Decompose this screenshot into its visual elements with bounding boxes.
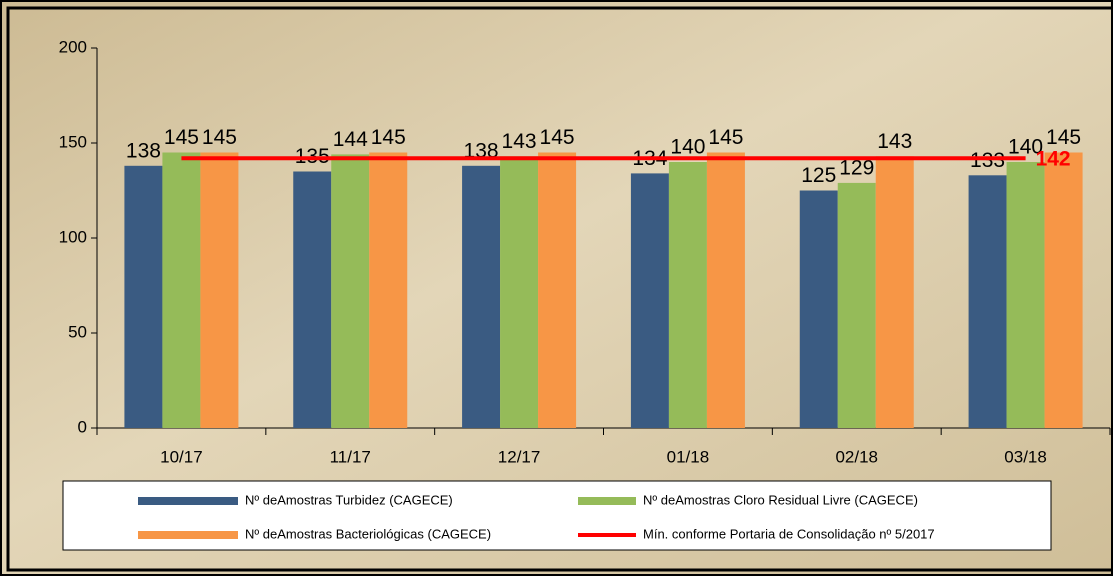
bar [500, 156, 539, 429]
bar [630, 173, 669, 428]
bar [293, 171, 332, 428]
data-label: 140 [1008, 136, 1043, 159]
y-tick-label: 200 [59, 37, 87, 56]
legend-label: Nº deAmostras Turbidez (CAGECE) [245, 492, 453, 507]
legend-swatch [578, 497, 636, 505]
bar [200, 152, 239, 428]
data-label: 145 [164, 126, 199, 149]
data-label: 138 [126, 139, 161, 162]
data-label: 142 [1036, 148, 1071, 171]
bar [968, 175, 1007, 428]
y-tick-label: 0 [78, 417, 87, 436]
bar [799, 190, 838, 428]
data-label: 145 [371, 126, 406, 149]
x-tick-label: 02/18 [835, 447, 878, 466]
data-label: 143 [877, 130, 912, 153]
bar [668, 162, 707, 428]
data-label: 145 [540, 126, 575, 149]
bar [462, 165, 501, 429]
data-label: 143 [502, 130, 537, 153]
data-label: 144 [333, 128, 368, 151]
legend-label: Nº deAmostras Bacteriológicas (CAGECE) [245, 526, 491, 541]
legend-label: Nº deAmostras Cloro Residual Livre (CAGE… [643, 492, 918, 507]
frame [6, 6, 1113, 572]
data-label: 145 [1046, 126, 1081, 149]
data-label: 145 [202, 126, 237, 149]
y-tick-label: 150 [59, 132, 87, 151]
bar [875, 156, 914, 429]
bar [706, 152, 745, 428]
bar [1006, 162, 1045, 428]
bar [162, 152, 201, 428]
legend-swatch [138, 531, 238, 539]
x-tick-label: 01/18 [667, 447, 710, 466]
y-tick-label: 50 [68, 322, 87, 341]
x-tick-label: 10/17 [160, 447, 203, 466]
data-label: 145 [708, 126, 743, 149]
bar [124, 165, 163, 429]
data-label: 140 [670, 136, 705, 159]
legend-label: Mín. conforme Portaria de Consolidação n… [643, 526, 935, 541]
y-tick-label: 100 [59, 227, 87, 246]
bar [538, 152, 577, 428]
bar [837, 182, 876, 428]
x-tick-label: 03/18 [1004, 447, 1047, 466]
legend-swatch [138, 497, 238, 505]
data-label: 125 [801, 164, 836, 187]
x-tick-label: 11/17 [330, 447, 371, 466]
bar [331, 154, 370, 428]
bar [1044, 152, 1083, 428]
x-tick-label: 12/17 [498, 447, 541, 466]
data-label: 129 [839, 156, 874, 179]
bar [369, 152, 408, 428]
data-label: 133 [970, 149, 1005, 172]
